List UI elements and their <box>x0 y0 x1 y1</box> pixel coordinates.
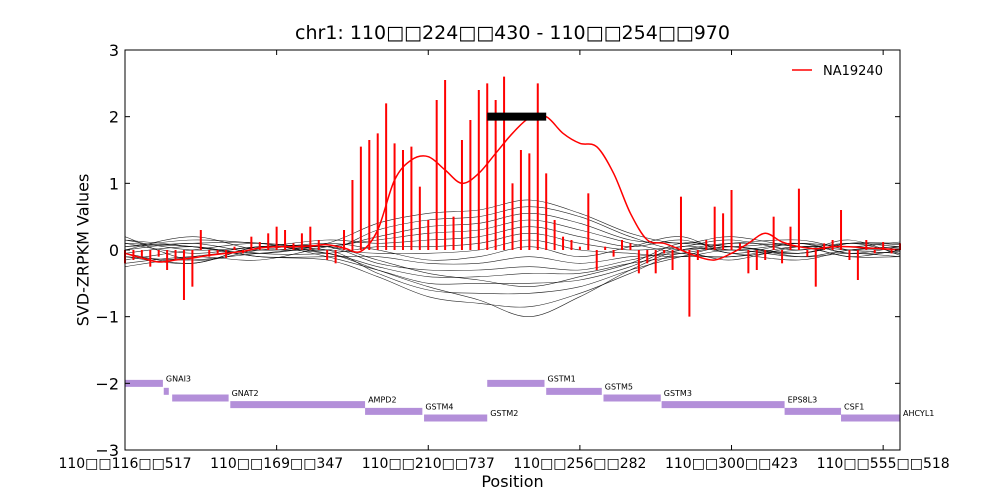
y-tick-label: 0 <box>109 241 119 260</box>
gene-label: GNAI3 <box>166 374 191 383</box>
y-tick-label: 2 <box>109 108 119 127</box>
y-tick-label: −3 <box>95 441 119 460</box>
x-axis-label: Position <box>481 472 544 491</box>
gene-label: GSTM5 <box>605 382 633 391</box>
gene-track-group: GNAI3 GNAT2 AMPD2 GSTM4 GSTM2 GSTM1 GSTM5 GSTM3… <box>125 374 934 422</box>
background-series-line <box>124 246 901 295</box>
gene-label: EPS8L3 <box>788 396 818 405</box>
background-series-line <box>124 236 901 288</box>
x-tick-label: 110□□169□□347 <box>210 456 343 472</box>
y-tick-label: −1 <box>95 308 119 327</box>
x-tick-label: 110□□116□□517 <box>58 456 191 472</box>
x-tick-label: 110□□256□□282 <box>513 456 646 472</box>
gene-label: GSTM3 <box>664 389 692 398</box>
x-tick-label: 110□□300□□423 <box>665 456 798 472</box>
x-tick-label: 110□□210□□737 <box>362 456 495 472</box>
y-tick-label: −2 <box>95 374 119 393</box>
highlight-series-group <box>124 114 901 263</box>
gene-label: AMPD2 <box>368 396 396 405</box>
gene-label: GSTM2 <box>490 409 518 418</box>
highlight-series-line <box>124 114 901 263</box>
legend-entry: NA19240 <box>823 64 883 79</box>
gene-label: AHCYL1 <box>903 409 934 418</box>
x-tick-label: 110□□555□□518 <box>817 456 950 472</box>
legend: NA19240 <box>792 64 883 79</box>
gene-label: GNAT2 <box>232 389 259 398</box>
y-tick-label: 1 <box>109 174 119 193</box>
gene-label: CSF1 <box>844 402 864 411</box>
highlight-stems-group <box>124 76 901 317</box>
y-tick-label: 3 <box>109 41 119 60</box>
gene-label: GSTM4 <box>425 402 453 411</box>
gene-label: GSTM1 <box>548 374 576 383</box>
chart-title: chr1: 110□□224□□430 - 110□□254□□970 <box>295 22 730 44</box>
background-series-line <box>124 239 901 308</box>
